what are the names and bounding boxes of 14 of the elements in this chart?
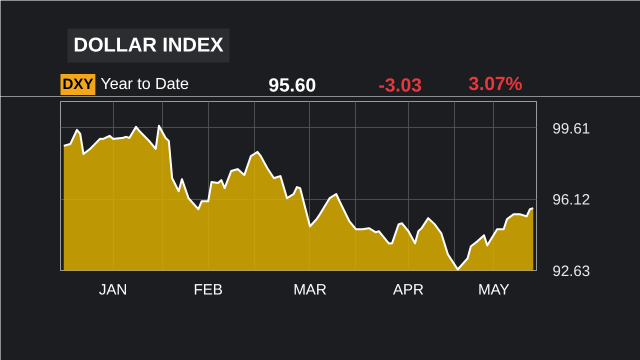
text: DXY bbox=[62, 76, 94, 93]
x-tick-label: FEB bbox=[194, 282, 223, 298]
y-tick-label: 99.61 bbox=[552, 120, 590, 138]
x-tick-label: MAY bbox=[478, 282, 510, 298]
x-tick-label: MAR bbox=[293, 282, 327, 298]
text: 95.60 bbox=[268, 76, 316, 96]
text: Year to Date bbox=[100, 76, 189, 93]
x-tick-label: APR bbox=[393, 282, 424, 298]
y-tick-label: 92.63 bbox=[552, 263, 590, 280]
text: 3.07% bbox=[468, 74, 522, 95]
y-tick-label: 96.12 bbox=[552, 192, 590, 209]
x-tick-label: JAN bbox=[98, 282, 128, 298]
chart-title: DOLLAR INDEX bbox=[74, 34, 224, 56]
text: -3.03 bbox=[378, 76, 422, 96]
